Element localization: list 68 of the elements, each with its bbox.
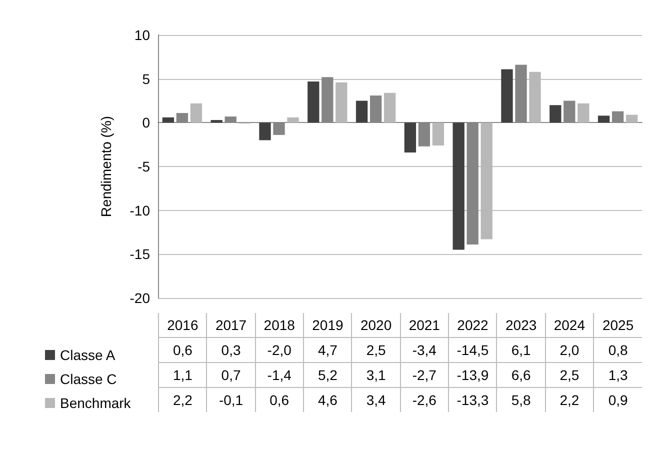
data-label: 0,8: [594, 338, 642, 362]
bar: [432, 122, 444, 146]
bar: [190, 103, 202, 123]
data-label: 2,5: [352, 338, 400, 362]
bar: [308, 81, 320, 123]
legend-label: Classe C: [60, 371, 117, 387]
data-label: 0,6: [158, 338, 207, 362]
data-label: 5,2: [304, 362, 352, 388]
bar: [356, 100, 368, 123]
data-label: 5,8: [496, 388, 546, 412]
y-tick-label: -10: [130, 202, 150, 218]
y-tick-label: 10: [134, 27, 150, 43]
data-label: -1,4: [255, 362, 304, 388]
bar: [162, 117, 174, 123]
data-label: 6,6: [496, 362, 546, 388]
data-label: 0,3: [206, 338, 256, 362]
x-tick-label: 2017: [206, 313, 256, 338]
data-label: 0,7: [206, 362, 256, 388]
x-tick-label: 2022: [448, 313, 497, 338]
y-tick-label: 5: [142, 70, 150, 87]
data-label: 3,1: [352, 362, 400, 388]
data-label: 2,2: [545, 388, 594, 412]
bar: [404, 122, 416, 152]
x-tick-label: 2016: [158, 313, 207, 338]
y-tick-label: -15: [130, 246, 150, 262]
data-label: -2,7: [400, 362, 449, 388]
x-tick-label: 2020: [352, 313, 400, 338]
bar: [452, 122, 464, 250]
data-label: -3,4: [400, 338, 449, 362]
data-label: 6,1: [496, 338, 546, 362]
bar: [384, 92, 396, 123]
bar: [259, 122, 271, 140]
y-tick-label: -5: [138, 158, 150, 174]
data-label: -0,1: [206, 388, 256, 412]
data-label: -2,6: [400, 388, 449, 412]
x-tick-label: 2023: [496, 313, 546, 338]
legend-label: Classe A: [60, 347, 116, 363]
bar: [598, 116, 610, 123]
data-label: 1,1: [158, 362, 207, 388]
data-label: 0,6: [255, 388, 304, 412]
x-tick-label: 2018: [255, 313, 304, 338]
bar: [336, 82, 348, 123]
bar: [210, 120, 222, 123]
data-label: 2,2: [158, 388, 207, 412]
y-axis-title: Rendimento (%): [98, 116, 114, 218]
data-label: 3,4: [352, 388, 400, 412]
legend-label: Benchmark: [60, 395, 132, 411]
data-label: -14,5: [448, 338, 497, 362]
y-tick-label: -20: [130, 290, 150, 306]
data-label: -13,3: [448, 388, 497, 412]
x-tick-label: 2019: [304, 313, 352, 338]
data-label: -13,9: [448, 362, 497, 388]
data-label: -2,0: [255, 338, 304, 362]
data-label: 4,6: [304, 388, 352, 412]
data-label: 2,5: [545, 362, 594, 388]
bar: [578, 103, 590, 123]
data-label: 1,3: [594, 362, 642, 388]
x-tick-label: 2025: [594, 313, 642, 338]
bar: [501, 69, 513, 123]
x-tick-label: 2021: [400, 313, 449, 338]
data-label: 2,0: [545, 338, 594, 362]
data-label: 0,9: [594, 388, 642, 412]
y-tick-label: 0: [142, 114, 150, 131]
bar: [626, 114, 638, 123]
x-tick-label: 2024: [545, 313, 594, 338]
bar: [550, 105, 562, 123]
data-label: 4,7: [304, 338, 352, 362]
bar: [287, 117, 299, 123]
